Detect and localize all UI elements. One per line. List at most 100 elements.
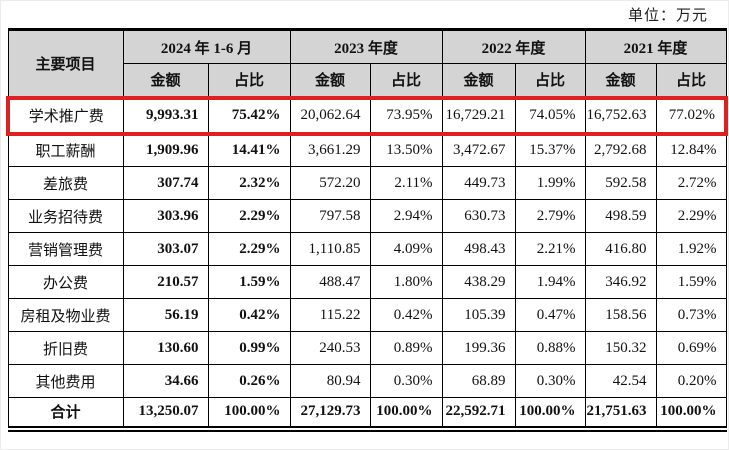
subheader-amount-2023: 金额 [289, 63, 371, 98]
table-cell: 0.89% [369, 331, 443, 365]
table-cell: 75.42% [207, 95, 291, 136]
table-cell: 0.30% [514, 364, 586, 398]
table-cell: 307.74 [122, 166, 209, 200]
table-cell: 150.32 [584, 331, 657, 365]
expense-table: 主要项目 2024 年 1-6 月 2023 年度 2022 年度 2021 年… [6, 28, 728, 432]
table-cell: 2.32% [207, 166, 291, 200]
table-cell: 1.92% [655, 232, 727, 266]
row-label: 其他费用 [7, 364, 124, 398]
table-header: 主要项目 2024 年 1-6 月 2023 年度 2022 年度 2021 年… [7, 29, 727, 98]
table-cell: 14.41% [207, 133, 291, 167]
row-label: 房租及物业费 [7, 298, 124, 332]
table-row: 差旅费 307.74 2.32% 572.20 2.11% 449.73 1.99% 592.… [7, 166, 727, 200]
table-cell: 0.99% [207, 331, 291, 365]
table-cell: 73.95% [369, 95, 443, 136]
table-cell: 3,661.29 [289, 133, 371, 167]
table-cell: 0.42% [369, 298, 443, 332]
table-cell: 16,729.21 [441, 95, 516, 136]
table-cell: 2,792.68 [584, 133, 657, 167]
table-cell: 42.54 [584, 364, 657, 398]
period-header-2022: 2022 年度 [441, 29, 586, 64]
table-cell: 1.59% [655, 265, 727, 299]
table-row: 办公费 210.57 1.59% 488.47 1.80% 438.29 1.94% 346.… [7, 265, 727, 299]
table-cell: 3,472.67 [441, 133, 516, 167]
table-cell: 2.29% [655, 199, 727, 233]
table-cell: 1,909.96 [122, 133, 209, 167]
table-cell: 630.73 [441, 199, 516, 233]
table-cell: 2.79% [514, 199, 586, 233]
table-cell: 1,110.85 [289, 232, 371, 266]
period-header-2021: 2021 年度 [584, 29, 727, 64]
table-cell: 2.94% [369, 199, 443, 233]
table-cell: 438.29 [441, 265, 516, 299]
table-body: 学术推广费 9,993.31 75.42% 20,062.64 73.95% 16,729… [6, 95, 728, 429]
table-cell: 488.47 [289, 265, 371, 299]
row-label: 差旅费 [7, 166, 124, 200]
table-cell: 0.20% [655, 364, 727, 398]
table-cell: 2.21% [514, 232, 586, 266]
table-cell: 498.59 [584, 199, 657, 233]
subheader-ratio-2021: 占比 [655, 63, 727, 98]
table-cell: 2.29% [207, 199, 291, 233]
table-cell: 0.26% [207, 364, 291, 398]
table-cell: 498.43 [441, 232, 516, 266]
table-cell: 68.89 [441, 364, 516, 398]
row-label: 职工薪酬 [7, 133, 124, 167]
table-cell: 0.47% [514, 298, 586, 332]
table-cell: 80.94 [289, 364, 371, 398]
table-row: 折旧费 130.60 0.99% 240.53 0.89% 199.36 0.88% 150.… [7, 331, 727, 365]
table-cell: 13.50% [369, 133, 443, 167]
table-cell: 4.09% [369, 232, 443, 266]
table-cell: 240.53 [289, 331, 371, 365]
table-cell: 15.37% [514, 133, 586, 167]
table-cell: 303.07 [122, 232, 209, 266]
subheader-ratio-2022: 占比 [514, 63, 586, 98]
table-row: 职工薪酬 1,909.96 14.41% 3,661.29 13.50% 3,472.67… [7, 133, 727, 167]
table-cell: 2.72% [655, 166, 727, 200]
header-row-subcolumns: 金额 占比 金额 占比 金额 占比 金额 占比 [8, 63, 727, 98]
table-cell: 0.42% [207, 298, 291, 332]
header-row-periods: 主要项目 2024 年 1-6 月 2023 年度 2022 年度 2021 年… [7, 29, 727, 98]
table-cell: 77.02% [655, 95, 728, 136]
table-cell: 56.19 [122, 298, 209, 332]
table-cell: 105.39 [441, 298, 516, 332]
period-header-2024: 2024 年 1-6 月 [122, 29, 291, 64]
row-label: 学术推广费 [6, 95, 124, 136]
table-cell: 22,592.71 [441, 397, 516, 429]
table-cell: 1.80% [369, 265, 443, 299]
table-cell: 303.96 [122, 199, 209, 233]
table-cell: 100.00% [207, 397, 291, 429]
unit-label: 单位：万元 [627, 8, 708, 24]
subheader-amount-2024: 金额 [122, 63, 209, 98]
table-cell: 797.58 [289, 199, 371, 233]
table-cell: 16,752.63 [584, 95, 657, 136]
row-label: 业务招待费 [7, 199, 124, 233]
table-cell: 21,751.63 [584, 397, 657, 429]
table-cell: 449.73 [441, 166, 516, 200]
subheader-ratio-2023: 占比 [369, 63, 443, 98]
table-cell: 2.11% [369, 166, 443, 200]
row-label: 营销管理费 [7, 232, 124, 266]
table-cell: 130.60 [122, 331, 209, 365]
table-row: 其他费用 34.66 0.26% 80.94 0.30% 68.89 0.30% 42.54 0… [7, 364, 727, 398]
table-cell: 1.99% [514, 166, 586, 200]
row-label: 办公费 [7, 265, 124, 299]
table-row: 房租及物业费 56.19 0.42% 115.22 0.42% 105.39 0.47% 15… [7, 298, 727, 332]
table-row: 营销管理费 303.07 2.29% 1,110.85 4.09% 498.43 2.21%… [7, 232, 727, 266]
table-cell: 100.00% [514, 397, 586, 429]
subheader-ratio-2024: 占比 [207, 63, 291, 98]
subheader-amount-2021: 金额 [584, 63, 657, 98]
table-row: 业务招待费 303.96 2.29% 797.58 2.94% 630.73 2.79% 49… [7, 199, 727, 233]
table-cell: 158.56 [584, 298, 657, 332]
table-cell: 100.00% [369, 397, 443, 429]
table-cell: 100.00% [655, 397, 727, 429]
corner-header-cell: 主要项目 [7, 29, 124, 98]
table-cell: 416.80 [584, 232, 657, 266]
table-cell: 12.84% [655, 133, 727, 167]
highlighted-table-row: 学术推广费 9,993.31 75.42% 20,062.64 73.95% 16,729… [6, 95, 728, 136]
row-label: 合计 [7, 397, 124, 429]
period-header-2023: 2023 年度 [289, 29, 443, 64]
table-cell: 2.29% [207, 232, 291, 266]
table-cell: 210.57 [122, 265, 209, 299]
